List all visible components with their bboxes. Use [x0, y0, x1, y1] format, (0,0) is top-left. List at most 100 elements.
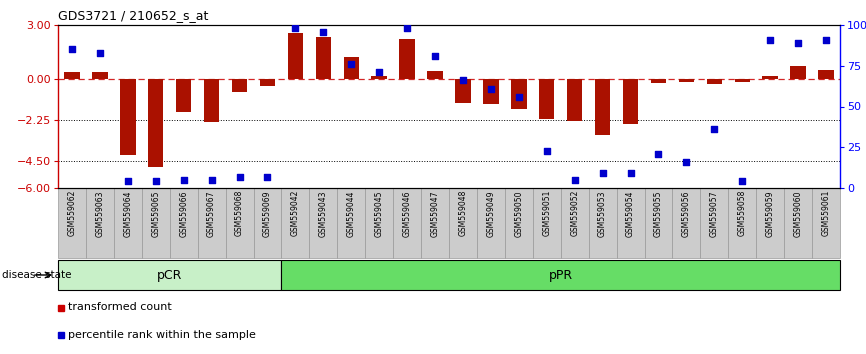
Bar	[644, 188, 672, 258]
Text: GSM559062: GSM559062	[68, 190, 76, 236]
Point	[624, 171, 637, 176]
Text: GSM559060: GSM559060	[793, 190, 803, 236]
Text: GSM559063: GSM559063	[95, 190, 105, 236]
Bar	[393, 188, 421, 258]
Point	[735, 179, 749, 184]
Point	[708, 126, 721, 132]
Bar	[365, 188, 393, 258]
Point	[651, 151, 665, 156]
Point	[792, 40, 805, 46]
Text: GSM559053: GSM559053	[598, 190, 607, 236]
Bar	[539, 79, 554, 119]
Point	[484, 86, 498, 91]
Bar	[812, 188, 840, 258]
Bar	[92, 73, 107, 79]
Text: GSM559065: GSM559065	[152, 190, 160, 236]
Bar	[344, 57, 359, 79]
Point	[288, 25, 302, 31]
Bar	[309, 188, 337, 258]
Bar	[483, 79, 499, 104]
Point	[261, 174, 275, 179]
Text: GSM559049: GSM559049	[487, 190, 495, 236]
Point	[204, 177, 218, 183]
Point	[233, 174, 247, 179]
Text: GSM559051: GSM559051	[542, 190, 552, 236]
Text: GSM559064: GSM559064	[123, 190, 132, 236]
Text: GSM559057: GSM559057	[710, 190, 719, 236]
Bar	[511, 79, 527, 109]
Bar	[756, 188, 784, 258]
Point	[121, 179, 135, 184]
Point	[65, 47, 79, 52]
Text: GSM559068: GSM559068	[235, 190, 244, 236]
Point	[316, 29, 330, 34]
Bar	[728, 188, 756, 258]
Point	[345, 61, 359, 67]
Point	[93, 50, 107, 56]
Bar	[232, 79, 247, 92]
Bar	[707, 79, 722, 84]
Bar	[505, 188, 533, 258]
Bar	[623, 79, 638, 124]
Bar	[113, 188, 142, 258]
Bar	[567, 79, 582, 121]
Bar	[148, 79, 164, 167]
Text: GSM559058: GSM559058	[738, 190, 746, 236]
Bar	[288, 33, 303, 79]
Text: GSM559066: GSM559066	[179, 190, 188, 236]
Bar	[254, 188, 281, 258]
Point	[819, 37, 833, 42]
Text: pPR: pPR	[549, 268, 572, 281]
Text: GSM559052: GSM559052	[570, 190, 579, 236]
Bar	[762, 76, 778, 79]
Text: GSM559054: GSM559054	[626, 190, 635, 236]
Point	[680, 159, 694, 165]
Bar	[86, 188, 113, 258]
Text: GSM559043: GSM559043	[319, 190, 328, 236]
Bar	[650, 79, 666, 82]
Text: GSM559044: GSM559044	[346, 190, 356, 236]
Text: GSM559047: GSM559047	[430, 190, 440, 236]
Text: GSM559059: GSM559059	[766, 190, 775, 236]
Point	[596, 171, 610, 176]
Text: GSM559046: GSM559046	[403, 190, 411, 236]
Bar	[315, 37, 331, 79]
Bar	[701, 188, 728, 258]
Bar	[617, 188, 644, 258]
Point	[763, 37, 777, 42]
Text: GSM559042: GSM559042	[291, 190, 300, 236]
Bar	[533, 188, 560, 258]
Text: GSM559069: GSM559069	[263, 190, 272, 236]
Bar	[784, 188, 812, 258]
Bar	[64, 73, 80, 79]
Bar	[449, 188, 477, 258]
Bar	[225, 188, 254, 258]
Text: transformed count: transformed count	[68, 303, 172, 313]
Bar	[58, 188, 86, 258]
Bar	[589, 188, 617, 258]
Bar	[260, 79, 275, 86]
Bar	[142, 188, 170, 258]
Point	[512, 94, 526, 99]
Bar	[679, 79, 694, 81]
Bar	[281, 188, 309, 258]
Bar	[281, 260, 840, 290]
Text: disease state: disease state	[2, 270, 71, 280]
Text: GSM559050: GSM559050	[514, 190, 523, 236]
Point	[372, 69, 386, 75]
Bar	[595, 79, 611, 135]
Bar	[477, 188, 505, 258]
Bar	[337, 188, 365, 258]
Point	[177, 177, 191, 183]
Text: GDS3721 / 210652_s_at: GDS3721 / 210652_s_at	[58, 10, 209, 22]
Bar	[204, 79, 219, 122]
Bar	[421, 188, 449, 258]
Bar	[176, 79, 191, 112]
Point	[400, 25, 414, 31]
Text: GSM559061: GSM559061	[822, 190, 830, 236]
Bar	[456, 79, 470, 103]
Bar	[120, 79, 135, 155]
Point	[149, 179, 163, 184]
Bar	[560, 188, 589, 258]
Text: GSM559067: GSM559067	[207, 190, 216, 236]
